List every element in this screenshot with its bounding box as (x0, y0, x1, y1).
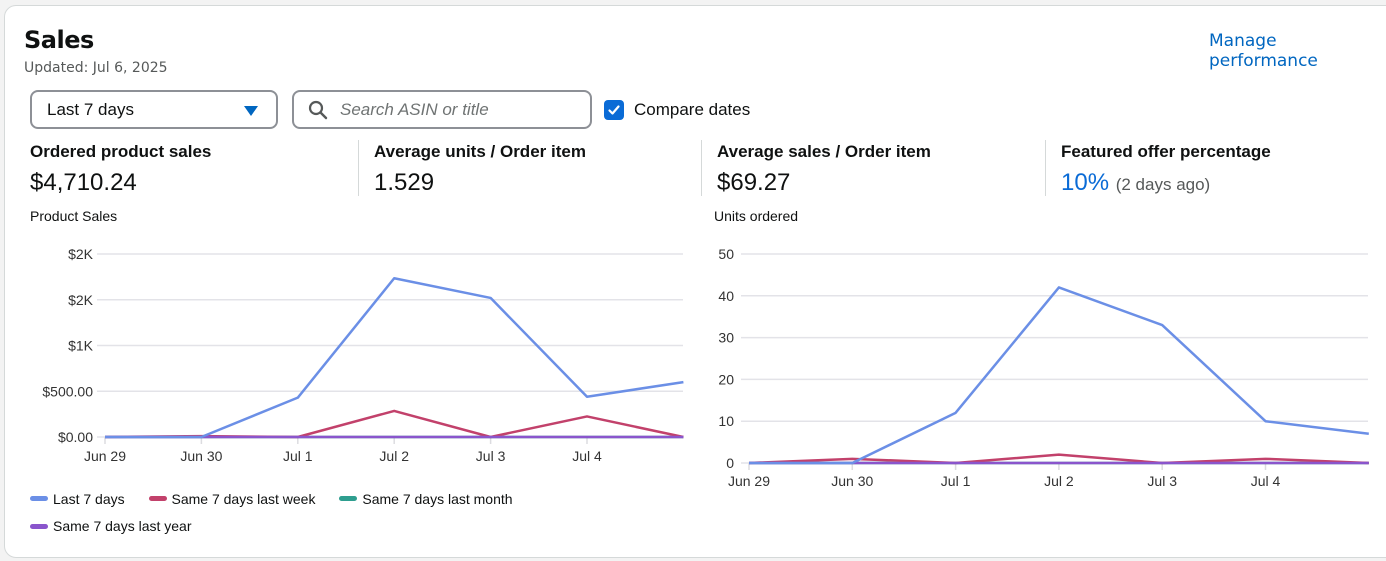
x-tick-label: Jul 3 (1147, 473, 1177, 489)
updated-timestamp: Updated: Jul 6, 2025 (24, 60, 168, 76)
x-tick-label: Jul 4 (572, 448, 602, 464)
units-ordered-chart: 0 10 20 30 40 50 Jun 29 Jun 30 Jul 1 Jul 2 Jul 3 Ju… (718, 246, 1369, 489)
metric-featured-offer: Featured offer percentage 10% (2 days ag… (1061, 142, 1271, 197)
legend-item-last-week[interactable]: Same 7 days last week (148, 490, 316, 507)
metric-average-units: Average units / Order item 1.529 (374, 142, 586, 197)
units-series-same-7-days-last-week[interactable] (748, 453, 1369, 465)
y-tick-label: $0.00 (58, 429, 93, 445)
metric-value: $69.27 (717, 169, 791, 196)
product-sales-chart-title: Product Sales (30, 208, 118, 224)
metric-average-sales: Average sales / Order item $69.27 (717, 142, 931, 197)
checkmark-icon (608, 105, 620, 115)
y-tick-label: $2K (68, 292, 94, 308)
legend-label: Same 7 days last week (171, 490, 316, 507)
metric-label: Average units / Order item (374, 142, 586, 161)
x-tick-label: Jul 1 (941, 473, 971, 489)
manage-performance-link[interactable]: Manage performance (1209, 31, 1318, 71)
legend-swatch (339, 496, 358, 501)
x-tick-label: Jun 30 (180, 448, 222, 464)
legend-swatch (30, 496, 48, 501)
product-sales-chart: $0.00 $500.00 $1K $2K $2K Jun 29 Jun 30 Jul 1 Ju… (42, 246, 684, 464)
y-tick-label: $1K (68, 338, 94, 354)
metric-value: 1.529 (374, 169, 435, 196)
compare-dates-label: Compare dates (634, 100, 751, 119)
legend-label: Same 7 days last year (53, 518, 192, 534)
legend-item-last-7-days[interactable]: Last 7 days (30, 491, 125, 507)
sales-series-last-7-days[interactable] (105, 276, 684, 439)
metric-divider (358, 140, 359, 196)
metric-label: Featured offer percentage (1061, 142, 1271, 161)
x-tick-label: Jul 2 (379, 448, 409, 464)
search-box[interactable] (292, 90, 592, 129)
y-tick-label: 10 (718, 413, 734, 429)
y-tick-label: $500.00 (42, 383, 93, 399)
x-tick-label: Jun 30 (831, 473, 873, 489)
chart-legend: Last 7 days Same 7 days last week Same 7… (30, 488, 590, 543)
legend-item-last-month[interactable]: Same 7 days last month (339, 490, 513, 507)
metric-ordered-product-sales: Ordered product sales $4,710.24 (30, 142, 211, 197)
metric-label: Average sales / Order item (717, 142, 931, 161)
y-tick-label: 30 (718, 330, 734, 346)
y-tick-label: 0 (726, 455, 734, 471)
x-tick-label: Jul 3 (476, 448, 506, 464)
y-tick-label: 20 (718, 371, 734, 387)
y-tick-label: $2K (68, 246, 94, 262)
featured-offer-value[interactable]: 10% (1061, 169, 1110, 196)
featured-offer-age: (2 days ago) (1115, 175, 1211, 194)
legend-label: Last 7 days (53, 490, 125, 507)
legend-swatch (30, 523, 48, 529)
metric-value: $4,710.24 (30, 169, 137, 196)
x-tick-label: Jul 2 (1044, 473, 1074, 489)
page-title: Sales (24, 26, 94, 54)
y-tick-label: 50 (718, 246, 734, 262)
units-series-last-7-days[interactable] (749, 286, 1369, 465)
metric-divider (701, 140, 702, 196)
metric-value-row: 10% (2 days ago) (1061, 169, 1271, 197)
search-icon (308, 100, 328, 119)
x-tick-label: Jul 1 (283, 448, 313, 464)
date-range-value: Last 7 days (47, 99, 134, 119)
compare-dates-toggle[interactable]: Compare dates (604, 100, 750, 120)
legend-label: Same 7 days last month (362, 490, 513, 507)
x-tick-label: Jun 29 (728, 473, 770, 489)
units-ordered-chart-title: Units ordered (714, 208, 799, 224)
x-tick-label: Jul 4 (1251, 473, 1281, 489)
legend-swatch (148, 496, 167, 501)
compare-dates-checkbox[interactable] (604, 100, 624, 120)
sales-card (4, 5, 1386, 558)
y-tick-label: 40 (718, 288, 734, 304)
metric-label: Ordered product sales (30, 142, 212, 161)
sales-series-same-7-days-last-week[interactable] (104, 409, 684, 439)
date-range-select[interactable]: Last 7 days (30, 90, 278, 129)
x-tick-label: Jun 29 (84, 448, 126, 464)
search-input[interactable] (338, 98, 582, 121)
metric-divider (1045, 140, 1046, 196)
dropdown-arrow-icon (244, 106, 258, 116)
legend-item-last-year[interactable]: Same 7 days last year (30, 518, 192, 534)
